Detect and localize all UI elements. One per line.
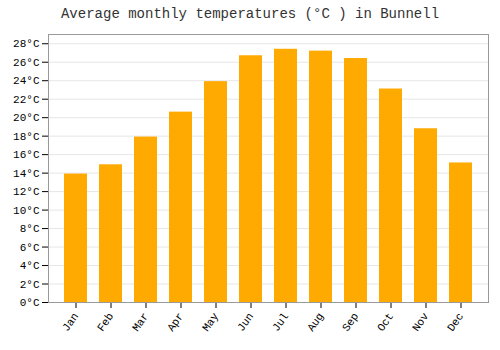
svg-text:20°C: 20°C [13,112,40,124]
svg-text:Sep: Sep [340,311,361,334]
svg-text:28°C: 28°C [13,38,40,50]
svg-text:Mar: Mar [130,311,151,334]
svg-text:Nov: Nov [410,310,431,333]
html-text:Average monthly temperatures (: Average monthly temperatures (°C ) in Bu… [61,6,439,22]
svg-text:Dec: Dec [445,311,466,334]
svg-text:Jul: Jul [270,311,291,334]
svg-text:Aug: Aug [305,311,326,334]
svg-text:0°C: 0°C [20,297,40,309]
svg-text:Jan: Jan [60,311,81,334]
svg-text:4°C: 4°C [20,260,40,272]
svg-text:22°C: 22°C [13,94,40,106]
svg-text:Jun: Jun [235,311,256,334]
svg-text:Apr: Apr [165,311,186,334]
svg-text:Oct: Oct [375,311,396,334]
svg-text:6°C: 6°C [20,242,40,254]
svg-text:18°C: 18°C [13,131,40,143]
svg-text:16°C: 16°C [13,149,40,161]
svg-text:24°C: 24°C [13,75,40,87]
svg-text:2°C: 2°C [20,279,40,291]
svg-text:Feb: Feb [95,311,116,334]
svg-text:26°C: 26°C [13,57,40,69]
svg-text:10°C: 10°C [13,205,40,217]
svg-text:May: May [200,310,221,333]
svg-text:8°C: 8°C [20,223,40,235]
svg-text:12°C: 12°C [13,186,40,198]
svg-text:14°C: 14°C [13,168,40,180]
